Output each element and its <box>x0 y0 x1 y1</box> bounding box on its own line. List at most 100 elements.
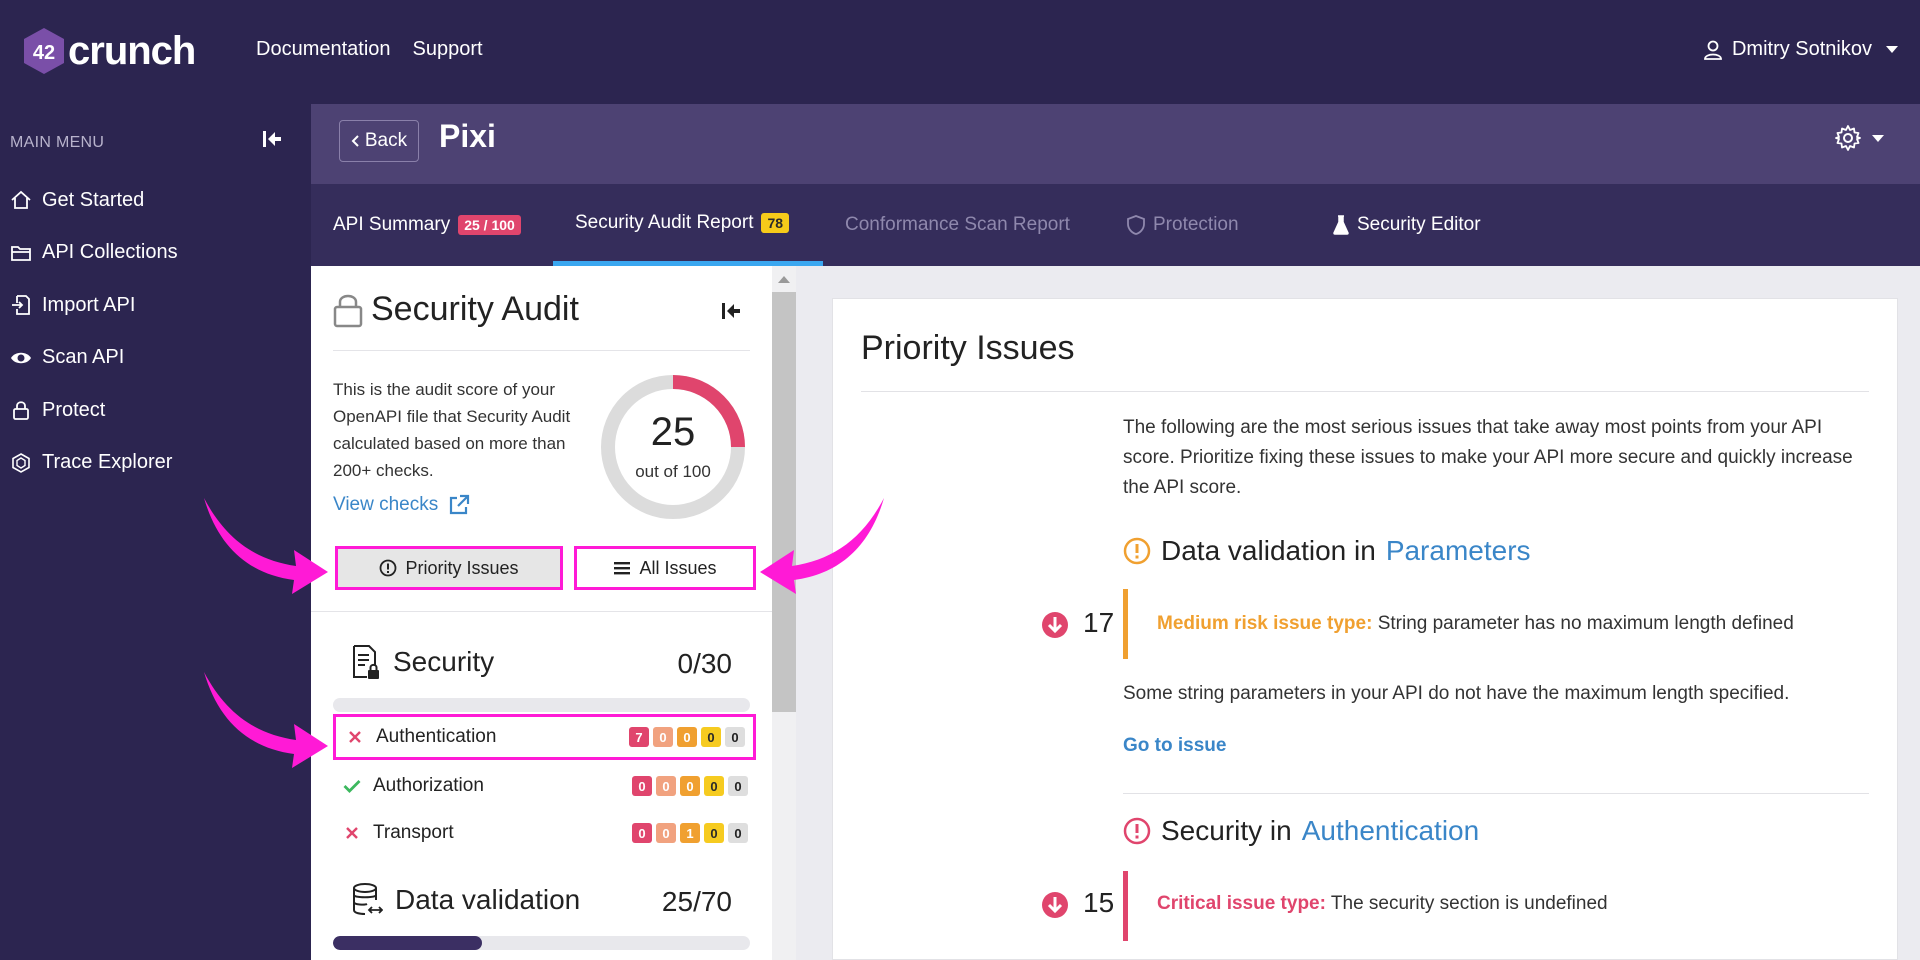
issue-heading-prefix: Security in <box>1161 815 1292 846</box>
external-link-icon <box>450 494 470 515</box>
sidebar-item-label: API Collections <box>42 241 178 264</box>
sidebar-item-api-collections[interactable]: API Collections <box>10 227 178 280</box>
page-header: Back Pixi <box>311 104 1920 184</box>
issue-heading-link[interactable]: Parameters <box>1385 535 1531 566</box>
sidebar-item-label: Trace Explorer <box>42 451 173 474</box>
category-data-validation[interactable]: Data validation <box>351 882 580 918</box>
tab-protection[interactable]: Protection <box>1105 184 1261 266</box>
top-bar: 42 crunch Documentation Support Dmitry S… <box>0 0 1920 104</box>
lock-icon <box>333 294 363 327</box>
subcategory-authorization[interactable]: Authorization 0 0 0 0 0 <box>333 763 756 809</box>
nav-support[interactable]: Support <box>412 38 483 60</box>
tab-label: Security Audit Report <box>575 211 754 233</box>
sidebar-item-trace-explorer[interactable]: Trace Explorer <box>10 437 178 490</box>
audit-title-text: Security Audit <box>371 290 579 328</box>
list-icon <box>614 562 631 575</box>
scroll-up-icon[interactable] <box>778 276 790 283</box>
sidebar-item-import-api[interactable]: Import API <box>10 279 178 332</box>
info-count: 0 <box>728 776 748 796</box>
tab-security-editor[interactable]: Security Editor <box>1311 184 1503 266</box>
sidebar-item-label: Get Started <box>42 188 145 211</box>
tab-security-audit-report[interactable]: Security Audit Report 78 <box>553 184 823 266</box>
sidebar-item-label: Protect <box>42 398 106 421</box>
chevron-down-icon <box>1872 134 1884 142</box>
sidebar: MAIN MENU Get Started API Collections Im… <box>0 104 311 960</box>
nav-documentation[interactable]: Documentation <box>256 38 391 60</box>
priority-issues-card: Priority Issues The following are the mo… <box>832 298 1898 960</box>
sidebar-item-label: Import API <box>42 293 136 316</box>
eye-icon <box>11 352 31 363</box>
import-icon <box>12 295 30 316</box>
tab-api-summary[interactable]: API Summary 25 / 100 <box>311 184 543 266</box>
priority-issues-title: Priority Issues <box>861 329 1075 367</box>
trace-icon <box>12 452 30 473</box>
shield-icon <box>1127 215 1145 235</box>
issue-heading: Security in Authentication <box>1123 815 1479 847</box>
back-button[interactable]: Back <box>339 120 419 162</box>
high-count: 0 <box>653 727 673 747</box>
tab-label: API Summary <box>333 214 451 235</box>
check-icon <box>337 779 367 793</box>
sidebar-item-scan-api[interactable]: Scan API <box>10 332 178 385</box>
all-issues-button[interactable]: All Issues <box>574 546 756 590</box>
settings-menu[interactable] <box>1834 124 1884 152</box>
info-count: 0 <box>728 823 748 843</box>
security-audit-panel: Security Audit This is the audit score o… <box>311 266 772 960</box>
user-icon <box>1704 40 1722 60</box>
database-icon <box>353 883 383 915</box>
flask-icon <box>1333 215 1349 235</box>
fail-x-icon <box>340 730 370 744</box>
collapse-sidebar-icon[interactable] <box>262 130 282 148</box>
view-checks-link[interactable]: View checks <box>333 494 470 516</box>
score-badge: 78 <box>761 212 790 233</box>
scrollbar-thumb[interactable] <box>772 292 796 712</box>
category-score: 25/70 <box>661 886 732 917</box>
category-progress-bar <box>333 936 750 950</box>
exclamation-circle-icon <box>380 559 397 577</box>
collapse-panel-icon[interactable] <box>721 302 741 320</box>
issue-counts: 0 0 0 0 0 <box>632 776 748 796</box>
critical-count: 7 <box>629 727 649 747</box>
audit-score: 25 <box>650 410 696 454</box>
divider <box>861 391 1869 392</box>
tab-label: Conformance Scan Report <box>845 214 1070 235</box>
medium-count: 0 <box>680 776 700 796</box>
logo[interactable]: 42 crunch <box>22 24 196 78</box>
low-count: 0 <box>704 776 724 796</box>
view-checks-label: View checks <box>333 494 439 515</box>
subcategory-transport[interactable]: Transport 0 0 1 0 0 <box>333 810 756 856</box>
medium-count: 1 <box>680 823 700 843</box>
category-name: Security <box>393 646 495 677</box>
category-security[interactable]: Security <box>351 644 494 680</box>
audit-title: Security Audit <box>333 290 579 329</box>
tab-conformance-scan-report[interactable]: Conformance Scan Report <box>823 184 1092 266</box>
gear-icon <box>1835 125 1861 151</box>
category-score: 0/30 <box>677 648 733 679</box>
score-donut: 25 out of 100 <box>598 372 748 522</box>
subcategory-authentication[interactable]: Authentication 7 0 0 0 0 <box>333 714 756 760</box>
issue-type-label: Medium risk issue type: <box>1157 613 1373 634</box>
tab-bar: API Summary 25 / 100 Security Audit Repo… <box>311 184 1920 266</box>
sidebar-item-get-started[interactable]: Get Started <box>10 174 178 227</box>
audit-score-sub: out of 100 <box>635 462 711 481</box>
priority-issues-button[interactable]: Priority Issues <box>335 546 563 590</box>
issue-heading-link[interactable]: Authentication <box>1301 815 1480 846</box>
warning-circle-icon <box>1123 537 1151 565</box>
panel-scrollbar[interactable] <box>772 266 796 960</box>
lock-icon <box>13 401 29 421</box>
user-menu[interactable]: Dmitry Sotnikov <box>1704 38 1898 61</box>
issue-points: 15 <box>1083 887 1115 918</box>
issue-type-text: The security section is undefined <box>1330 893 1608 914</box>
issue-type-label: Critical issue type: <box>1157 893 1326 914</box>
sidebar-item-protect[interactable]: Protect <box>10 384 178 437</box>
go-to-issue-link[interactable]: Go to issue <box>1123 735 1227 756</box>
document-lock-icon <box>353 645 379 679</box>
score-badge: 25 / 100 <box>458 215 521 235</box>
issue-points: 17 <box>1083 607 1115 638</box>
issue-description: Some string parameters in your API do no… <box>1123 683 1790 704</box>
category-progress-fill <box>333 936 482 950</box>
back-label: Back <box>364 130 408 151</box>
category-name: Data validation <box>395 884 581 915</box>
issue-type: Medium risk issue type: String parameter… <box>1157 613 1794 635</box>
divider <box>333 350 750 351</box>
